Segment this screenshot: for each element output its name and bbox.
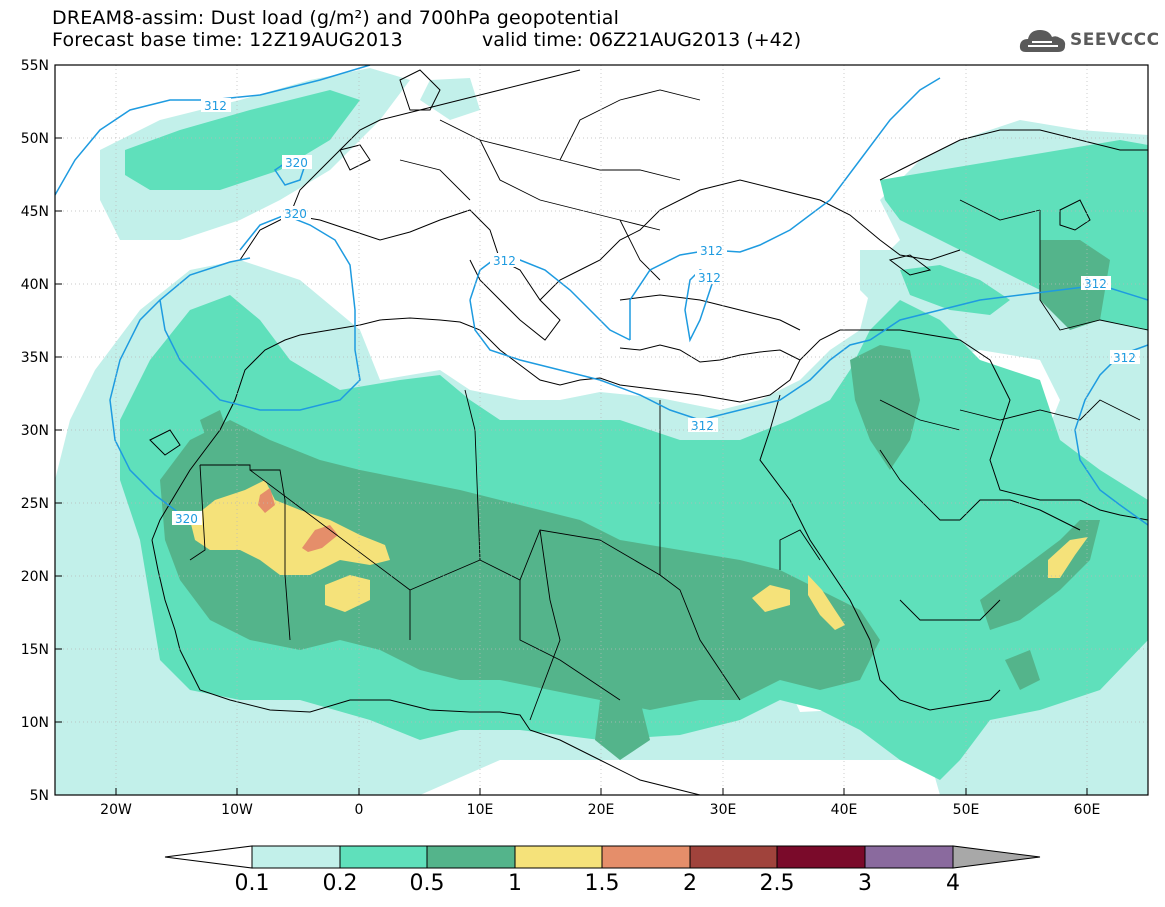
colorbar-swatch: [426, 845, 516, 869]
colorbar-label: 2: [683, 871, 697, 896]
graticule: [55, 65, 1148, 795]
lat-label: 25N: [21, 496, 49, 512]
colorbar-swatch: [689, 845, 778, 869]
colorbar-label: 0.5: [409, 871, 445, 896]
colorbar-under-arrow: [164, 845, 253, 869]
logo-text: SEEVCCC: [1070, 30, 1160, 50]
dust-class-1-5: [258, 488, 338, 552]
dust-class-1: [190, 480, 1088, 630]
lat-label: 30N: [21, 423, 49, 439]
lat-label: 10N: [21, 715, 49, 731]
forecast-base-time: Forecast base time: 12Z19AUG2013: [52, 29, 403, 51]
coastlines: [149, 69, 1148, 795]
colorbar-swatch: [601, 845, 691, 869]
lon-label: 0: [355, 802, 364, 818]
seevccc-logo: SEEVCCC: [1018, 24, 1159, 58]
lat-label: 40N: [21, 277, 49, 293]
lon-label: 20E: [588, 802, 615, 818]
lat-label: 5N: [30, 788, 49, 804]
lat-label: 20N: [21, 569, 49, 585]
contour-label: 312: [1113, 351, 1136, 365]
colorbar-swatch: [339, 845, 428, 869]
colorbar-swatch: [251, 845, 341, 869]
contour-label: 312: [493, 254, 516, 268]
lat-label: 15N: [21, 642, 49, 658]
colorbar-over-arrow: [952, 845, 1041, 869]
contour-label: 312: [700, 244, 723, 258]
colorbar-label: 0.1: [234, 871, 270, 896]
valid-time: valid time: 06Z21AUG2013 (+42): [482, 29, 802, 51]
map-title: DREAM8-assim: Dust load (g/m²) and 700hP…: [52, 7, 620, 29]
colorbar: [164, 845, 1041, 869]
axis-ticks: [55, 64, 1088, 796]
contour-labels: 312 320 312 320 312 312 312 312 320 312: [172, 98, 1140, 526]
latitude-labels: 55N 50N 45N 40N 35N 30N 25N 20N 15N 10N …: [21, 58, 49, 804]
lon-label: 10E: [467, 802, 494, 818]
lat-label: 50N: [21, 131, 49, 147]
colorbar-label: 1.5: [584, 871, 620, 896]
longitude-labels: 20W 10W 0 10E 20E 30E 40E 50E 60E: [100, 802, 1100, 818]
country-borders: [189, 89, 1148, 721]
colorbar-label: 1: [508, 871, 522, 896]
lat-label: 35N: [21, 350, 49, 366]
contour-label: 312: [691, 419, 714, 433]
dust-class-0-5: [160, 240, 1110, 760]
colorbar-swatch: [514, 845, 603, 869]
lon-label: 40E: [831, 802, 858, 818]
colorbar-label: 3: [858, 871, 872, 896]
contour-label: 312: [204, 99, 227, 113]
lon-label: 10W: [221, 802, 253, 818]
lat-label: 55N: [21, 58, 49, 74]
lon-label: 50E: [953, 802, 980, 818]
lon-label: 20W: [100, 802, 132, 818]
lon-label: 60E: [1074, 802, 1101, 818]
colorbar-label: 2.5: [759, 871, 795, 896]
contour-label: 320: [284, 207, 307, 221]
lon-label: 30E: [710, 802, 737, 818]
contour-label: 312: [698, 271, 721, 285]
contour-label: 320: [175, 512, 198, 526]
colorbar-swatch: [776, 845, 866, 869]
cloud-icon: [1019, 30, 1066, 52]
lat-label: 45N: [21, 204, 49, 220]
map-plot-area: 312 320 312 320 312 312 312 312 320 312: [55, 65, 1148, 795]
contour-label: 320: [285, 156, 308, 170]
colorbar-label: 0.2: [322, 871, 358, 896]
colorbar-swatch: [864, 845, 954, 869]
colorbar-label: 4: [946, 871, 960, 896]
